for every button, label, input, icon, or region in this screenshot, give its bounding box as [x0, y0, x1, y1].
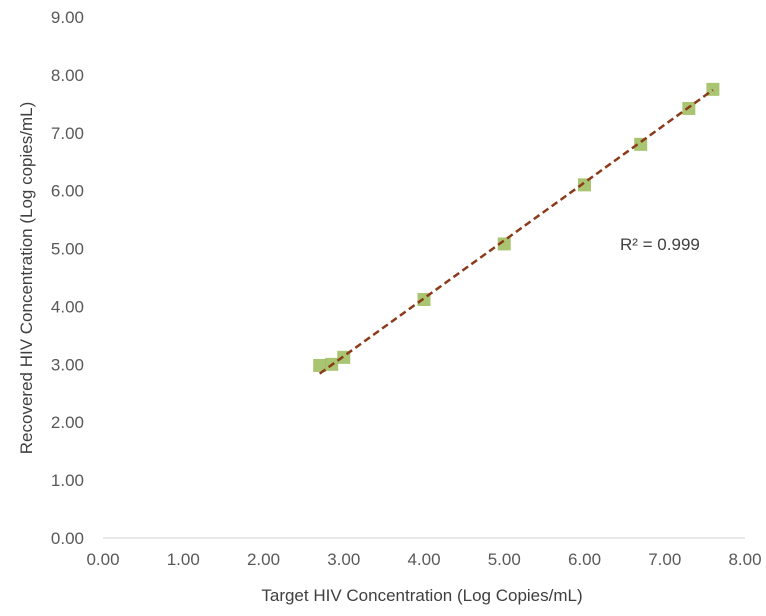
y-tick-label: 2.00	[51, 413, 84, 432]
x-axis-title: Target HIV Concentration (Log Copies/mL)	[261, 586, 582, 605]
x-tick-label: 1.00	[167, 550, 200, 569]
data-points	[313, 82, 720, 375]
r-squared-annotation: R² = 0.999	[620, 235, 700, 254]
y-tick-label: 9.00	[51, 8, 84, 27]
y-axis-title: Recovered HIV Concentration (Log copies/…	[17, 102, 36, 454]
x-tick-label: 4.00	[407, 550, 440, 569]
x-tick-label: 3.00	[327, 550, 360, 569]
y-tick-label: 4.00	[51, 297, 84, 316]
tick-labels: 0.00 1.00 2.00 3.00 4.00 5.00 6.00 7.00 8.00 0.00…	[51, 8, 762, 569]
x-tick-label: 0.00	[86, 550, 119, 569]
data-point	[497, 237, 511, 251]
y-tick-label: 7.00	[51, 124, 84, 143]
x-tick-label: 8.00	[728, 550, 761, 569]
y-tick-label: 0.00	[51, 529, 84, 548]
y-tick-label: 6.00	[51, 182, 84, 201]
data-point	[313, 358, 327, 372]
y-tick-label: 3.00	[51, 355, 84, 374]
x-tick-label: 7.00	[648, 550, 681, 569]
y-tick-label: 5.00	[51, 240, 84, 259]
x-tick-label: 5.00	[488, 550, 521, 569]
data-point	[578, 178, 591, 192]
y-tick-label: 1.00	[51, 471, 84, 490]
trendline	[318, 88, 714, 375]
y-tick-label: 8.00	[51, 66, 84, 85]
x-tick-label: 6.00	[568, 550, 601, 569]
data-point	[706, 82, 720, 96]
x-tick-label: 2.00	[247, 550, 280, 569]
